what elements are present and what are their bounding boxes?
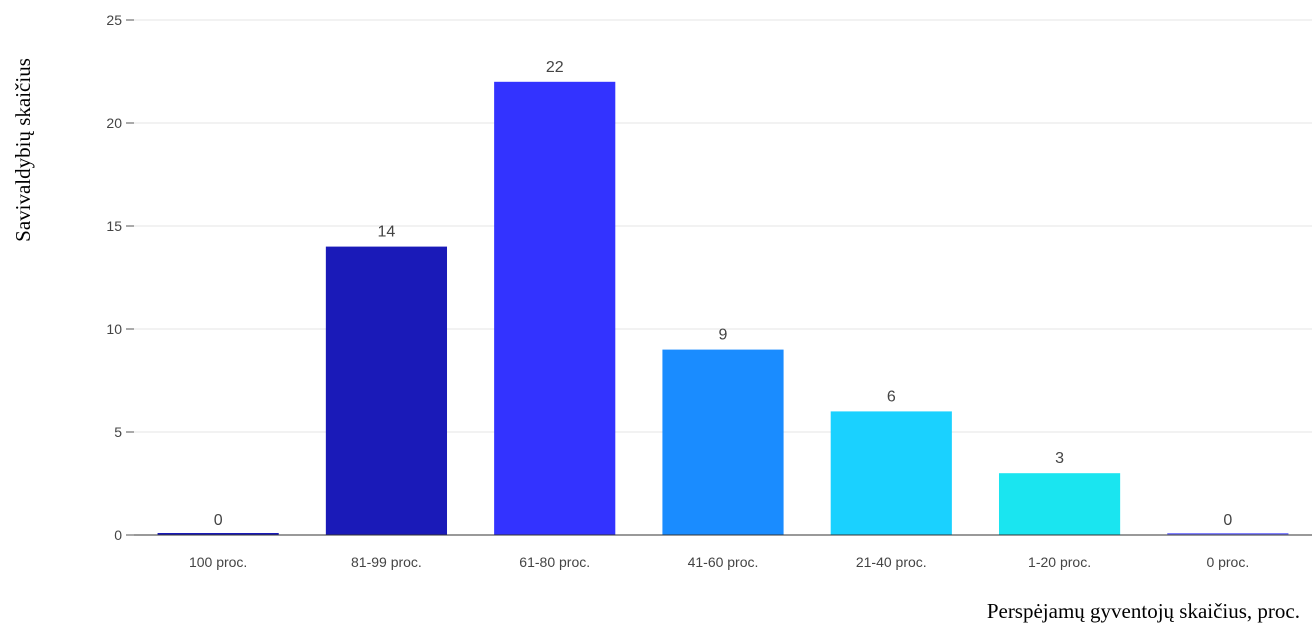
x-tick-label: 21-40 proc.	[856, 554, 927, 570]
x-tick-label: 61-80 proc.	[519, 554, 590, 570]
y-tick-label: 10	[106, 321, 122, 337]
y-tick-label: 20	[106, 115, 122, 131]
bar-21-40-proc	[831, 411, 952, 535]
y-tick-label: 0	[114, 527, 122, 543]
bar-value-label: 14	[378, 224, 396, 241]
bar-41-60-proc	[662, 350, 783, 535]
bar-81-99-proc	[326, 247, 447, 535]
y-tick-label: 15	[106, 218, 122, 234]
bar-value-label: 0	[1223, 512, 1232, 529]
bars	[158, 82, 1289, 535]
x-tick-label: 81-99 proc.	[351, 554, 422, 570]
x-tick-label: 100 proc.	[189, 554, 247, 570]
y-axis-ticks: 0 5 10 15 20 25	[106, 12, 134, 543]
x-tick-label: 1-20 proc.	[1028, 554, 1091, 570]
y-axis-title: Savivaldybių skaičius	[11, 58, 35, 242]
bar-value-label: 9	[719, 327, 728, 344]
bar-1-20-proc	[999, 473, 1120, 535]
y-tick-label: 25	[106, 12, 122, 28]
bar-value-label: 3	[1055, 450, 1064, 467]
bar-value-label: 22	[546, 59, 564, 76]
x-axis-ticks: 100 proc. 81-99 proc. 61-80 proc. 41-60 pro…	[189, 554, 1249, 570]
y-tick-label: 5	[114, 424, 122, 440]
bar-61-80-proc	[494, 82, 615, 535]
x-tick-label: 0 proc.	[1206, 554, 1249, 570]
x-axis-title: Perspėjamų gyventojų skaičius, proc.	[987, 599, 1300, 623]
x-tick-label: 41-60 proc.	[688, 554, 759, 570]
bar-value-label: 6	[887, 388, 896, 405]
bar-value-label: 0	[214, 512, 223, 529]
